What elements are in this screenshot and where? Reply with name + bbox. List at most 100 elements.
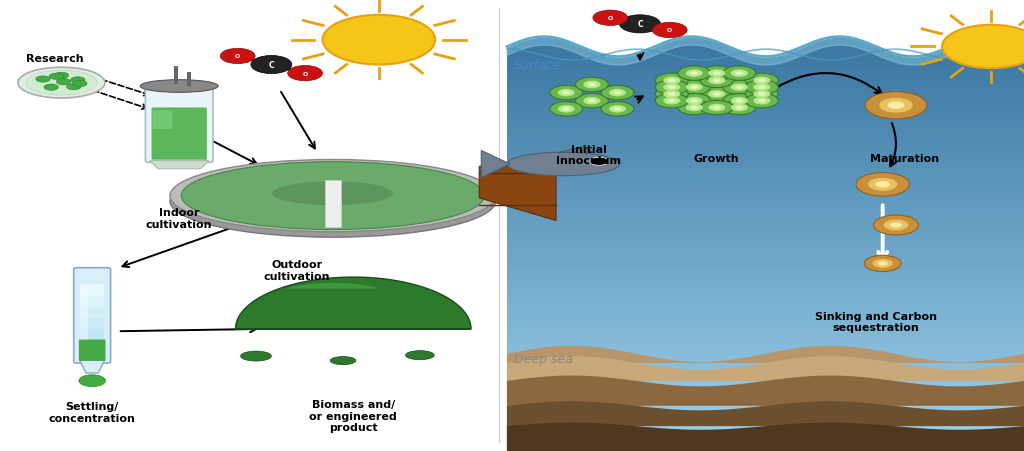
Bar — [507, 118, 1024, 124]
Bar — [507, 23, 1024, 28]
Text: Deep sea: Deep sea — [514, 352, 572, 365]
Circle shape — [550, 86, 583, 101]
Circle shape — [876, 182, 890, 188]
Bar — [507, 265, 1024, 271]
Ellipse shape — [26, 71, 97, 96]
Circle shape — [668, 100, 676, 103]
Bar — [507, 17, 1024, 23]
Circle shape — [590, 158, 608, 166]
Circle shape — [868, 179, 897, 191]
Circle shape — [709, 91, 725, 98]
Bar — [507, 147, 1024, 152]
Circle shape — [668, 86, 676, 90]
Bar — [507, 248, 1024, 253]
Bar — [507, 411, 1024, 417]
Bar — [507, 372, 1024, 378]
Bar — [507, 338, 1024, 344]
Bar — [507, 220, 1024, 226]
Bar — [507, 5, 1024, 11]
Circle shape — [71, 78, 85, 84]
Bar — [507, 85, 1024, 90]
Circle shape — [731, 105, 748, 112]
Bar — [507, 152, 1024, 158]
Circle shape — [678, 81, 711, 95]
Bar — [174, 66, 178, 85]
Bar — [507, 141, 1024, 147]
Bar — [507, 355, 1024, 361]
Circle shape — [664, 91, 680, 98]
Bar — [507, 96, 1024, 101]
Circle shape — [49, 74, 63, 80]
Bar — [507, 383, 1024, 389]
Bar — [507, 107, 1024, 113]
Circle shape — [664, 84, 680, 92]
Circle shape — [36, 77, 50, 83]
Circle shape — [754, 78, 770, 85]
Circle shape — [700, 67, 733, 81]
Bar — [507, 79, 1024, 85]
Circle shape — [668, 79, 676, 83]
Circle shape — [652, 23, 687, 39]
Bar — [80, 307, 104, 318]
Circle shape — [601, 86, 634, 101]
Text: C: C — [268, 61, 274, 70]
Text: O: O — [236, 54, 241, 60]
Bar — [80, 329, 104, 340]
Bar — [507, 417, 1024, 423]
Bar — [507, 428, 1024, 434]
Bar — [507, 226, 1024, 231]
Bar — [507, 350, 1024, 355]
Circle shape — [700, 87, 733, 102]
Circle shape — [942, 26, 1024, 69]
Circle shape — [686, 105, 702, 112]
Bar — [507, 180, 1024, 186]
Bar — [507, 68, 1024, 73]
Circle shape — [745, 74, 778, 88]
Circle shape — [713, 79, 721, 83]
Text: Biomass and/
or engineered
product: Biomass and/ or engineered product — [309, 399, 397, 432]
Text: Indoor
cultivation: Indoor cultivation — [146, 207, 212, 229]
FancyBboxPatch shape — [145, 89, 213, 163]
Circle shape — [664, 98, 680, 105]
Circle shape — [613, 108, 622, 111]
FancyBboxPatch shape — [79, 340, 105, 361]
Bar — [80, 318, 104, 329]
Circle shape — [613, 92, 622, 95]
Circle shape — [754, 98, 770, 105]
Circle shape — [709, 70, 725, 78]
Circle shape — [888, 102, 904, 110]
FancyBboxPatch shape — [153, 111, 172, 130]
Polygon shape — [286, 283, 380, 289]
Bar — [507, 135, 1024, 141]
Bar — [507, 186, 1024, 192]
Circle shape — [879, 98, 913, 114]
Circle shape — [690, 106, 698, 110]
Circle shape — [73, 81, 87, 87]
Bar — [507, 310, 1024, 316]
Circle shape — [731, 70, 748, 78]
Text: Maturation: Maturation — [869, 153, 939, 163]
Circle shape — [686, 70, 702, 78]
Bar — [507, 237, 1024, 243]
Bar — [507, 395, 1024, 400]
Circle shape — [288, 66, 323, 82]
FancyBboxPatch shape — [152, 108, 207, 160]
Circle shape — [620, 16, 660, 34]
Circle shape — [251, 56, 292, 74]
Bar — [507, 40, 1024, 45]
Circle shape — [558, 106, 574, 113]
Bar — [507, 333, 1024, 338]
Text: C: C — [637, 20, 643, 29]
Bar — [507, 175, 1024, 180]
Circle shape — [723, 101, 756, 115]
Text: Settling/
concentration: Settling/ concentration — [49, 401, 135, 423]
Circle shape — [873, 216, 919, 235]
Bar — [507, 0, 1024, 36]
Bar — [187, 73, 191, 87]
Ellipse shape — [170, 166, 496, 238]
Bar — [507, 299, 1024, 304]
Polygon shape — [236, 277, 471, 329]
Bar — [507, 276, 1024, 282]
Bar — [507, 164, 1024, 169]
Polygon shape — [558, 147, 594, 153]
